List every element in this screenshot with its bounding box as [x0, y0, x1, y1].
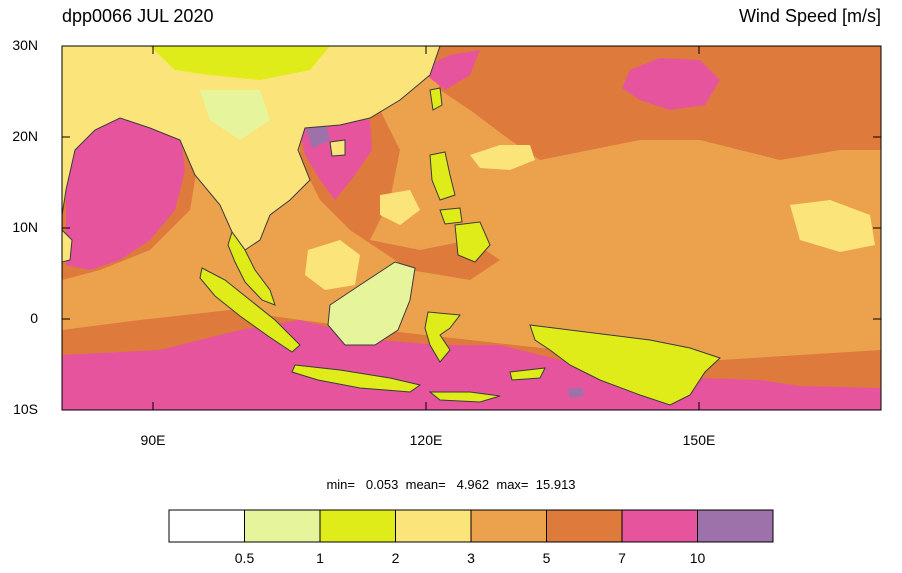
stats-max-label: max=: [496, 477, 529, 492]
lat-label-10s: 10S: [13, 401, 38, 417]
field-low-phil-sea: [380, 190, 420, 225]
lat-label-10n: 10N: [12, 219, 38, 235]
land-taiwan: [429, 87, 443, 111]
land-luzon: [429, 151, 456, 201]
land-malay-peninsula: [227, 230, 276, 306]
colorbar-swatch: [470, 509, 547, 543]
colorbar-tick-label: 0.5: [234, 550, 255, 566]
land-sumatra: [199, 267, 301, 353]
colorbar-tick-label: 10: [689, 550, 706, 566]
colorbar-tick-label: 5: [542, 550, 551, 566]
land-yunnan: [200, 90, 270, 140]
land-sulawesi: [424, 311, 461, 363]
field-peak-tonkin: [305, 122, 330, 148]
field-max-east-china-sea: [420, 50, 480, 90]
lon-label-90e: 90E: [140, 432, 166, 448]
colorbar-swatch: [546, 509, 623, 543]
field-low-pacific-2: [790, 200, 875, 252]
stats-min-label: min=: [326, 477, 355, 492]
lat-label-20n: 20N: [12, 128, 38, 144]
plot-title: dpp0066 JUL 2020: [62, 6, 214, 26]
lon-label-120e: 120E: [409, 432, 443, 448]
stats-line: min= 0.053 mean= 4.962 max= 15.913: [0, 477, 902, 492]
colorbar-swatch: [244, 509, 321, 543]
land-mindanao: [454, 221, 491, 263]
colorbar-swatch: [319, 509, 396, 543]
land-timor: [509, 367, 546, 381]
stats-max-value: 15.913: [535, 477, 576, 492]
colorbar-tick-label: 2: [391, 550, 400, 566]
land-himalaya: [150, 46, 330, 80]
land: [62, 46, 721, 406]
colorbar-swatch: [697, 509, 774, 543]
field-low-scs: [305, 240, 360, 290]
land-hainan: [329, 139, 346, 157]
colorbar-swatch: [395, 509, 472, 543]
lon-label-150e: 150E: [682, 432, 716, 448]
field-max-pacific: [622, 58, 720, 110]
land-new-guinea: [529, 324, 721, 406]
colorbar-swatch: [621, 509, 698, 543]
map-ticks: [62, 45, 881, 411]
land-sri-lanka: [62, 229, 73, 263]
field-peak-timor: [568, 388, 584, 398]
lat-label-0: 0: [30, 310, 38, 326]
lat-label-30n: 30N: [12, 37, 38, 53]
land-java: [291, 364, 422, 393]
colorbar-tick-label: 1: [316, 550, 324, 566]
land-visayas: [439, 207, 463, 225]
map-field: [62, 46, 881, 410]
land-borneo: [327, 261, 416, 346]
variable-title: Wind Speed [m/s]: [738, 6, 881, 26]
stats-mean-label: mean=: [405, 477, 446, 492]
land-asia-mainland: [62, 46, 441, 251]
colorbar-tick-label: 3: [467, 550, 475, 566]
colorbar-swatch: [168, 509, 245, 543]
stats-min-value: 0.053: [365, 477, 399, 492]
colorbar-tick-label: 7: [618, 550, 626, 566]
land-lesser-sundas: [428, 391, 501, 403]
field-low-pacific-1: [470, 145, 535, 170]
field-max-bay-of-bengal: [66, 115, 185, 270]
stats-mean-value: 4.962: [456, 477, 490, 492]
